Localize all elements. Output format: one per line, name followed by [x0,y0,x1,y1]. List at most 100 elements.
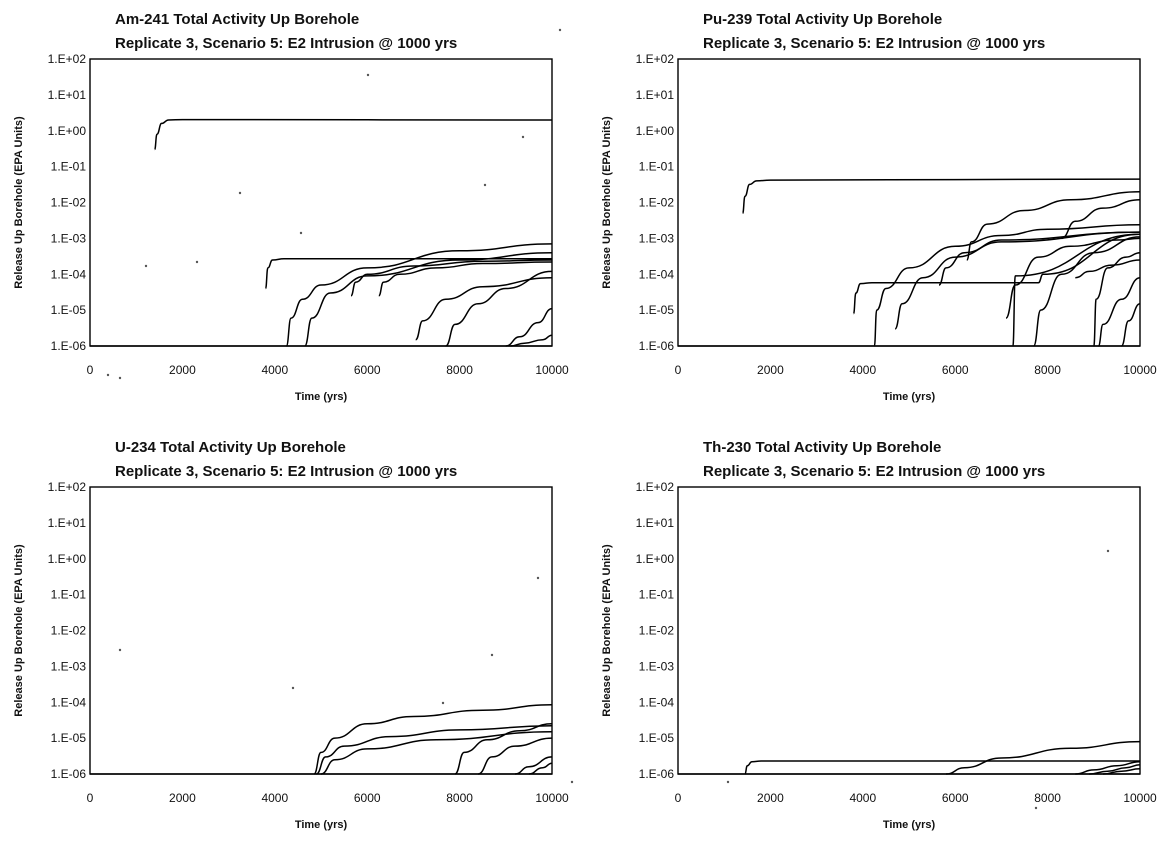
x-tick-label: 4000 [261,363,288,377]
scan-speck [570,780,574,784]
x-tick-label: 8000 [1034,791,1061,805]
y-tick-label: 1.E-02 [639,624,675,638]
y-tick-label: 1.E-04 [639,695,675,709]
series-line-5 [514,756,553,775]
series-line-1 [852,233,1141,315]
scan-speck [558,28,562,32]
series-line-2 [285,243,553,347]
chart-subtitle: Replicate 3, Scenario 5: E2 Intrusion @ … [703,463,1045,480]
x-tick-label: 4000 [849,363,876,377]
series-line-0 [313,704,553,775]
chart-svg: Am-241 Total Activity Up Borehole Replica… [13,11,569,403]
y-tick-label: 1.E-01 [639,588,675,602]
y-tick-label: 1.E-04 [639,267,675,281]
y-tick-label: 1.E-06 [51,339,87,353]
y-tick-label: 1.E-06 [51,767,87,781]
y-tick-label: 1.E-03 [639,659,675,673]
y-axis-label: Release Up Borehole (EPA Units) [601,116,613,289]
series-line-5 [966,190,1141,261]
y-tick-label: 1.E+00 [48,552,87,566]
y-tick-label: 1.E-04 [51,267,87,281]
y-axis-label: Release Up Borehole (EPA Units) [13,544,25,717]
scan-speck [1034,806,1038,810]
chart-subtitle: Replicate 3, Scenario 5: E2 Intrusion @ … [115,463,457,480]
y-tick-label: 1.E-05 [639,303,675,317]
x-tick-label: 6000 [354,363,381,377]
scan-speck [483,183,487,187]
x-tick-label: 8000 [1034,363,1061,377]
x-tick-label: 2000 [169,363,196,377]
y-tick-label: 1.E-06 [639,339,675,353]
x-tick-label: 6000 [942,363,969,377]
series-line-1 [316,725,553,775]
scan-speck [238,191,242,195]
y-tick-label: 1.E-05 [639,731,675,745]
chart-title: Pu-239 Total Activity Up Borehole [703,11,942,28]
scan-speck [441,701,445,705]
series-line-6 [415,276,553,341]
y-tick-label: 1.E+02 [48,480,87,494]
series-line-7 [1012,233,1141,347]
series-line-11 [1093,251,1141,347]
series-line-0 [741,178,1141,215]
scan-speck [118,648,122,652]
scan-speck [195,260,199,264]
series-line-2 [1075,760,1141,775]
chart-panel-pu239: Pu-239 Total Activity Up Borehole Replica… [118,0,1168,418]
chart-title: U-234 Total Activity Up Borehole [115,439,346,456]
x-axis-label: Time (yrs) [883,819,936,831]
scan-speck [144,264,148,268]
y-tick-label: 1.E+01 [48,516,87,530]
series-line-3 [894,231,1141,330]
chart-panel-am241: Am-241 Total Activity Up Borehole Replica… [0,0,584,418]
series-line-9 [510,334,553,347]
x-axis-label: Time (yrs) [883,391,936,403]
y-tick-label: 1.E-01 [51,160,87,174]
series-line-1 [264,258,552,290]
series-line-3 [1089,764,1141,775]
series-line-7 [445,270,553,347]
y-tick-label: 1.E-02 [639,196,675,210]
x-tick-label: 4000 [261,791,288,805]
x-tick-label: 4000 [849,791,876,805]
y-tick-label: 1.E-02 [51,196,87,210]
x-tick-label: 6000 [942,791,969,805]
series-line-9 [1061,198,1141,240]
series-line-12 [1097,276,1141,347]
x-axis-label: Time (yrs) [295,819,348,831]
scan-speck [490,653,494,657]
y-tick-label: 1.E+02 [48,52,87,66]
series-line-10 [1075,259,1141,279]
y-tick-label: 1.E-04 [51,695,87,709]
chart-panel-u234: U-234 Total Activity Up Borehole Replicat… [0,428,584,846]
y-tick-label: 1.E+01 [636,88,675,102]
scan-speck [106,373,110,377]
chart-svg: Pu-239 Total Activity Up Borehole Replica… [118,11,1157,403]
series-line-4 [938,231,1141,286]
scan-speck [726,780,730,784]
y-tick-label: 1.E-06 [639,767,675,781]
y-tick-label: 1.E-03 [51,659,87,673]
series-line-13 [1120,303,1141,347]
x-tick-label: 10000 [535,791,569,805]
x-tick-label: 2000 [757,791,784,805]
x-tick-label: 2000 [757,363,784,377]
y-axis-label: Release Up Borehole (EPA Units) [13,116,25,289]
x-tick-label: 2000 [169,791,196,805]
scan-speck [366,73,370,77]
scan-speck [536,576,540,580]
y-tick-label: 1.E+00 [636,124,675,138]
plot-area [677,486,1141,775]
series-line-3 [454,723,553,775]
y-tick-label: 1.E-01 [51,588,87,602]
series-line-4 [350,259,553,297]
chart-subtitle: Replicate 3, Scenario 5: E2 Intrusion @ … [703,35,1045,52]
y-tick-label: 1.E+01 [636,516,675,530]
series-line-8 [1032,236,1141,347]
series-line-2 [320,731,553,775]
y-tick-label: 1.E-03 [639,231,675,245]
y-axis-label: Release Up Borehole (EPA Units) [601,544,613,717]
scan-speck [521,135,525,139]
scan-speck [118,376,122,380]
plot-area [89,58,553,347]
